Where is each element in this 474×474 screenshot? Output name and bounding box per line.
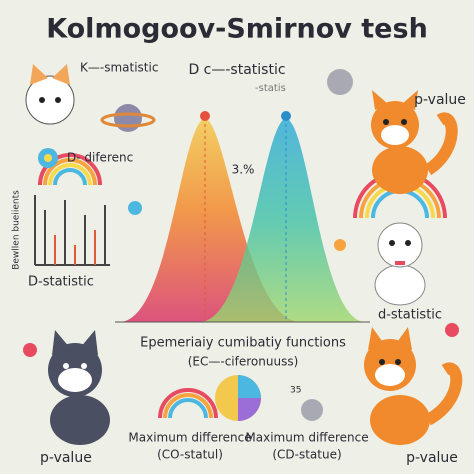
label: Epemeriaiy cumibatiy functions — [140, 336, 346, 351]
label: Maximum difference — [128, 431, 251, 445]
mini-chart — [34, 195, 110, 266]
label: 35 — [290, 386, 301, 396]
label: p-value — [406, 450, 458, 466]
label: D- diferenc — [67, 151, 133, 165]
cat-bottom-left — [48, 330, 110, 445]
axis-label: Bewllen bueiients — [12, 190, 22, 270]
title: Kolmogoov-Smirnov tesh — [46, 14, 428, 45]
label: p-value — [40, 450, 92, 466]
label: D c—-statistic — [188, 62, 285, 78]
cat-top-right — [371, 90, 458, 194]
curves — [115, 111, 370, 323]
label: d-statistic — [378, 308, 442, 323]
label: Maximum difference — [245, 431, 368, 445]
label: (CO-statul) — [157, 448, 223, 462]
decorations — [23, 69, 459, 421]
cat-right — [374, 222, 426, 306]
label: (CD-statue) — [272, 448, 341, 462]
label: p-value — [414, 92, 466, 108]
label: 3.% — [232, 163, 255, 177]
cat-top-left — [25, 64, 75, 125]
cat-bottom-right — [364, 327, 463, 445]
label: (EC—-ciferonuuss) — [188, 355, 299, 369]
label: K—-smatistic — [80, 61, 158, 75]
label: D-statistic — [28, 275, 94, 290]
label: -statis — [255, 83, 286, 94]
